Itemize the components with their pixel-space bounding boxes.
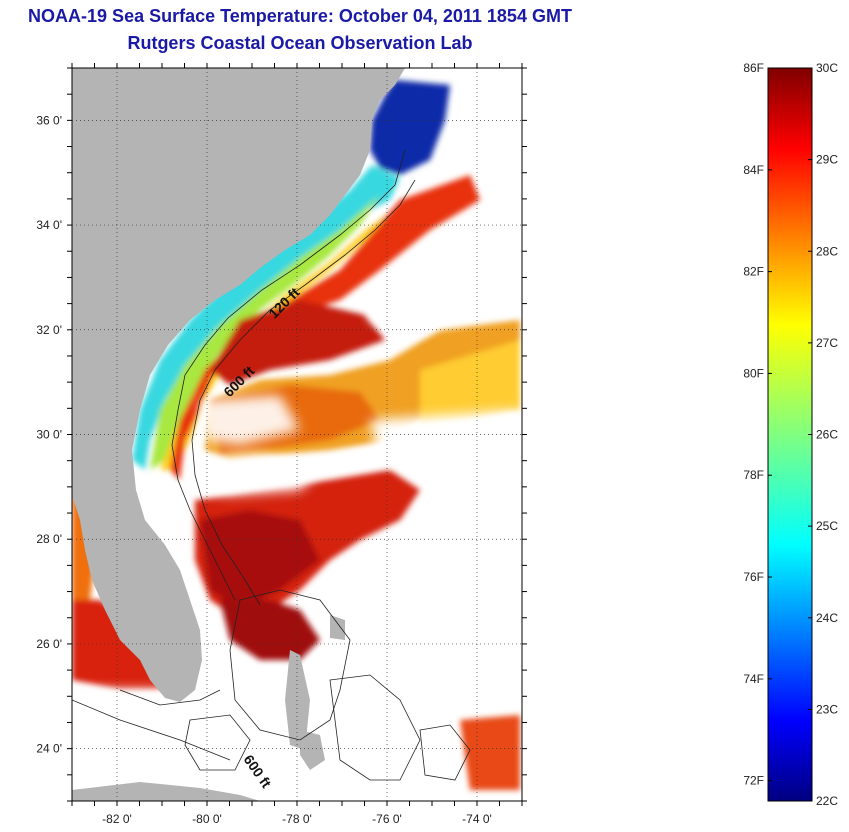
sst-patch-cold-north	[370, 80, 450, 175]
lat-tick-label: 28 0'	[36, 532, 62, 546]
sst-patch-se-red	[460, 715, 520, 790]
contour-600ft	[191, 179, 416, 606]
colorbar-f-label: 74F	[743, 672, 764, 686]
colorbar-gradient	[768, 68, 812, 801]
colorbar-c-label: 27C	[816, 336, 838, 350]
colorbar-c-label: 23C	[816, 702, 838, 716]
lon-tick-label: -82 0'	[102, 812, 132, 826]
colorbar-c-label: 26C	[816, 428, 838, 442]
contour-120ft	[171, 149, 406, 601]
lat-tick-label: 36 0'	[36, 113, 62, 127]
map-subtitle: Rutgers Coastal Ocean Observation Lab	[127, 33, 473, 53]
contour-bahamas-1	[229, 589, 351, 741]
colorbar: 22C 23C 24C 25C 26C 27C 28C 29C 30C 72F 74F 76F 78F 8…	[743, 61, 838, 808]
lon-tick-label: -74 0'	[462, 812, 492, 826]
colorbar-f-label: 84F	[743, 163, 764, 177]
sst-patch-gulf-red	[72, 600, 165, 690]
bathymetry-contours	[72, 149, 471, 781]
axis-ticks	[67, 63, 527, 806]
colorbar-c-label: 28C	[816, 244, 838, 258]
lat-tick-label: 34 0'	[36, 218, 62, 232]
colorbar-f-label: 76F	[743, 570, 764, 584]
sst-patch-coastal-green	[150, 195, 380, 470]
axis-labels: -82 0' -80 0' -78 0' -76 0' -74 0' 24 0' 26 0'…	[36, 113, 491, 826]
contour-florida-keys	[119, 689, 221, 706]
land-bahamas-2	[330, 615, 345, 640]
cloud-gap-4	[190, 455, 320, 495]
lat-lon-grid	[72, 68, 522, 801]
land-bahamas-1	[285, 650, 310, 750]
contour-bahamas-2	[329, 674, 421, 781]
sst-patch-south-darkred	[200, 510, 320, 610]
lat-tick-label: 32 0'	[36, 323, 62, 337]
cloud-gap-1	[370, 250, 520, 330]
colorbar-c-label: 25C	[816, 519, 838, 533]
contour-bahamas-4	[419, 724, 471, 781]
colorbar-f-label: 72F	[743, 774, 764, 788]
cloud-gap-6	[400, 500, 520, 700]
colorbar-f-label: 80F	[743, 366, 764, 380]
colorbar-c-label: 29C	[816, 153, 838, 167]
cloud-gap-5	[72, 690, 300, 801]
map-title: NOAA-19 Sea Surface Temperature: October…	[28, 6, 572, 26]
sst-patch-east-yellow	[420, 340, 520, 425]
colorbar-c-label: 22C	[816, 794, 838, 808]
colorbar-f-label: 86F	[743, 61, 764, 75]
lon-tick-label: -80 0'	[192, 812, 222, 826]
lat-tick-label: 26 0'	[36, 637, 62, 651]
land-cuba	[72, 782, 260, 801]
lon-tick-label: -78 0'	[282, 812, 312, 826]
cloud-gap-2	[200, 395, 300, 445]
lon-tick-label: -76 0'	[372, 812, 402, 826]
cloud-gap-3	[370, 410, 520, 470]
lat-tick-label: 30 0'	[36, 428, 62, 442]
colorbar-c-label: 24C	[816, 611, 838, 625]
lat-tick-label: 24 0'	[36, 742, 62, 756]
contour-bahamas-3	[184, 714, 251, 771]
sst-patch-gulfstream-core	[210, 300, 385, 385]
land-bahamas-3	[300, 730, 325, 770]
sst-patch-south-dark	[220, 600, 320, 660]
land-us-coast	[72, 68, 405, 702]
sst-patch-gulfstream-north	[170, 175, 480, 480]
colorbar-c-label: 30C	[816, 61, 838, 75]
colorbar-f-label: 82F	[743, 265, 764, 279]
contour-gulf	[72, 699, 231, 761]
colorbar-f-label: 78F	[743, 468, 764, 482]
